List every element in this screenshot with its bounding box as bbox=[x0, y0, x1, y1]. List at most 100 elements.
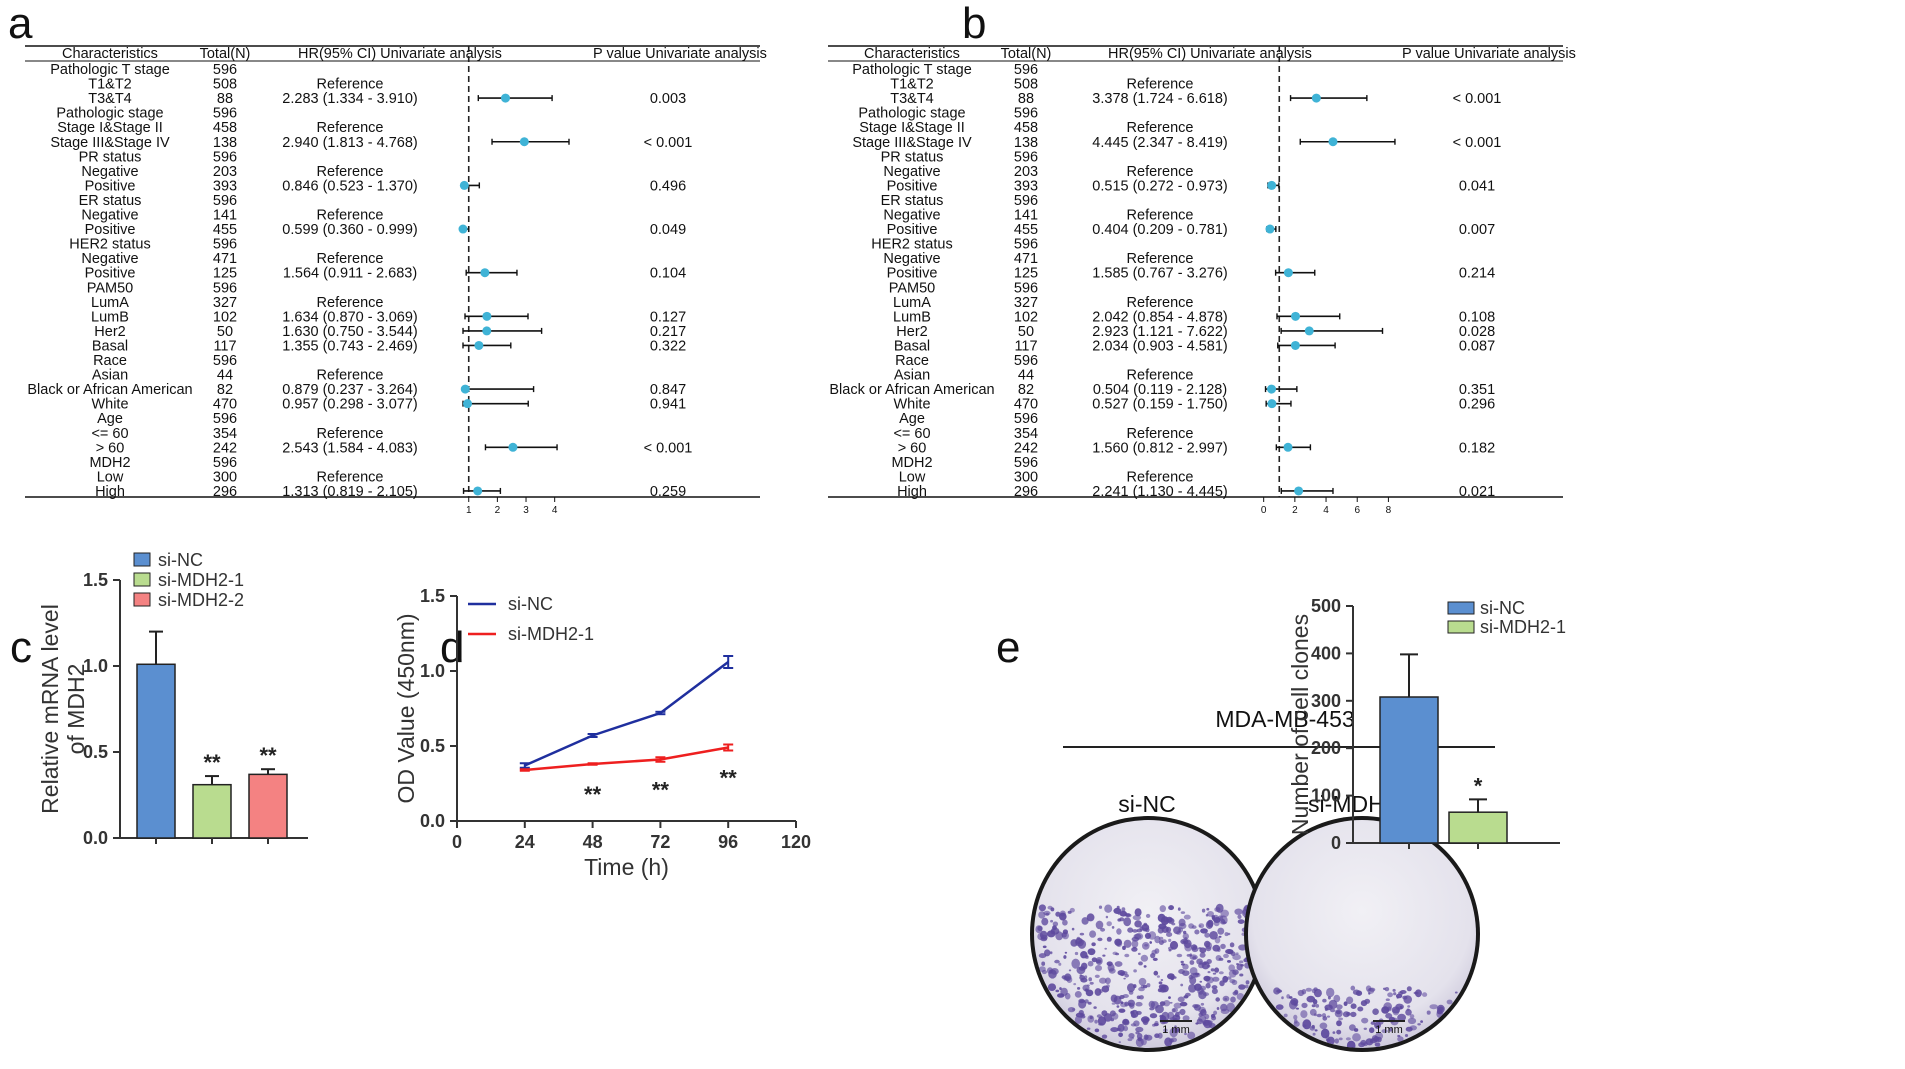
row-p-value: 0.322 bbox=[650, 338, 686, 354]
row-p-value: 0.028 bbox=[1459, 324, 1495, 340]
colony-dot bbox=[1158, 936, 1164, 941]
significance-mark: * bbox=[1474, 773, 1483, 798]
colony-dot bbox=[1187, 1031, 1196, 1040]
row-label: Age bbox=[899, 411, 925, 427]
colony-dot bbox=[1215, 997, 1220, 1002]
row-label: PAM50 bbox=[889, 280, 935, 296]
colony-dot bbox=[1395, 1003, 1404, 1010]
row-label: Pathologic stage bbox=[56, 106, 163, 122]
colony-dot bbox=[1446, 999, 1453, 1005]
row-total: 596 bbox=[1014, 149, 1038, 165]
colony-dot bbox=[1141, 923, 1150, 931]
row-hr: Reference bbox=[1127, 251, 1194, 267]
colony-dot bbox=[1055, 989, 1060, 993]
colony-dot bbox=[1081, 962, 1088, 970]
hr-point bbox=[1267, 384, 1277, 394]
colony-dot bbox=[1078, 1010, 1084, 1015]
colony-dot bbox=[1105, 915, 1109, 919]
colony-dot bbox=[1395, 993, 1403, 999]
colony-dot bbox=[1361, 1017, 1369, 1024]
colony-dot bbox=[1305, 987, 1312, 992]
row-total: 138 bbox=[1014, 135, 1038, 151]
colony-dot bbox=[1218, 971, 1224, 975]
colony-dot bbox=[1333, 994, 1341, 1003]
colony-dot bbox=[1406, 986, 1412, 992]
row-p-value: 0.351 bbox=[1459, 382, 1495, 398]
hr-point bbox=[1304, 326, 1314, 336]
colony-dot bbox=[1149, 1007, 1155, 1011]
colony-dot bbox=[1133, 969, 1137, 973]
row-label: T1&T2 bbox=[88, 77, 132, 93]
row-hr: Reference bbox=[317, 208, 384, 224]
panel-letter-c: c bbox=[10, 623, 32, 672]
colony-dot bbox=[1403, 995, 1412, 1004]
y-axis-label-line1: Relative mRNA level bbox=[37, 604, 63, 814]
row-hr: 1.564 (0.911 - 2.683) bbox=[283, 266, 417, 282]
row-total: 117 bbox=[213, 338, 236, 354]
colony-dot bbox=[1067, 1007, 1076, 1013]
colony-dot bbox=[1102, 954, 1106, 957]
colony-dot bbox=[1074, 991, 1082, 998]
colony-dot bbox=[1038, 966, 1046, 972]
row-total: 596 bbox=[1014, 237, 1038, 253]
colony-dot bbox=[1154, 948, 1160, 954]
colony-dot bbox=[1129, 1002, 1135, 1009]
hr-point bbox=[1291, 311, 1301, 321]
colony-dot bbox=[1136, 995, 1141, 1000]
header-characteristics: Characteristics bbox=[864, 46, 960, 62]
colony-dot bbox=[1385, 998, 1390, 1001]
row-label: Positive bbox=[85, 266, 136, 282]
colony-dot bbox=[1149, 941, 1152, 944]
row-p-value: 0.108 bbox=[1459, 309, 1495, 325]
colony-dot bbox=[1137, 952, 1141, 956]
row-hr: 1.313 (0.819 - 2.105) bbox=[282, 484, 417, 500]
colony-dot bbox=[1198, 1015, 1207, 1022]
colony-dot bbox=[1324, 1007, 1328, 1011]
y-tick-label: 0 bbox=[1331, 833, 1341, 853]
row-label: High bbox=[95, 484, 125, 500]
row-total: 596 bbox=[1014, 106, 1038, 122]
row-label: PAM50 bbox=[87, 280, 133, 296]
colony-dot bbox=[1119, 972, 1125, 977]
colony-dot bbox=[1140, 1038, 1147, 1046]
colony-dot bbox=[1110, 994, 1118, 1003]
row-label: White bbox=[893, 397, 930, 413]
colony-dot bbox=[1049, 969, 1053, 974]
colony-dot bbox=[1071, 958, 1080, 969]
colony-dot bbox=[1180, 960, 1184, 964]
colony-dot bbox=[1068, 969, 1072, 972]
colony-dot bbox=[1357, 1006, 1364, 1012]
colony-dot bbox=[1207, 971, 1211, 974]
colony-dot bbox=[1095, 959, 1102, 964]
row-total: 508 bbox=[1014, 77, 1038, 93]
colony-dot bbox=[1119, 917, 1125, 922]
header-p-value: P value Univariate analysis bbox=[1402, 46, 1576, 62]
colony-dot bbox=[1417, 1023, 1421, 1026]
legend-label: si-MDH2-1 bbox=[158, 570, 244, 590]
row-hr: 0.404 (0.209 - 0.781) bbox=[1092, 222, 1227, 238]
y-tick-label: 400 bbox=[1311, 643, 1341, 663]
row-hr: Reference bbox=[1127, 426, 1194, 442]
colony-dot bbox=[1157, 913, 1166, 923]
colony-dot bbox=[1080, 977, 1088, 983]
row-total: 455 bbox=[213, 222, 237, 238]
colony-dot bbox=[1143, 965, 1147, 968]
row-p-value: 0.296 bbox=[1459, 397, 1495, 413]
row-label: Her2 bbox=[896, 324, 927, 340]
colony-dot bbox=[1388, 1027, 1393, 1032]
colony-dot bbox=[1050, 968, 1059, 975]
row-hr: 1.630 (0.750 - 3.544) bbox=[282, 324, 417, 340]
colony-dot bbox=[1108, 968, 1116, 974]
row-label: Race bbox=[93, 353, 127, 369]
colony-dot bbox=[1229, 942, 1235, 948]
colony-dot bbox=[1392, 988, 1396, 992]
colony-dot bbox=[1330, 1008, 1336, 1013]
colony-dot bbox=[1157, 927, 1164, 934]
row-label: <= 60 bbox=[893, 426, 930, 442]
row-label: Race bbox=[895, 353, 929, 369]
row-total: 596 bbox=[213, 193, 237, 209]
colony-dot bbox=[1091, 942, 1096, 947]
colony-dot bbox=[1168, 938, 1172, 943]
colony-dot bbox=[1172, 1014, 1181, 1022]
colony-dot bbox=[1194, 929, 1200, 935]
